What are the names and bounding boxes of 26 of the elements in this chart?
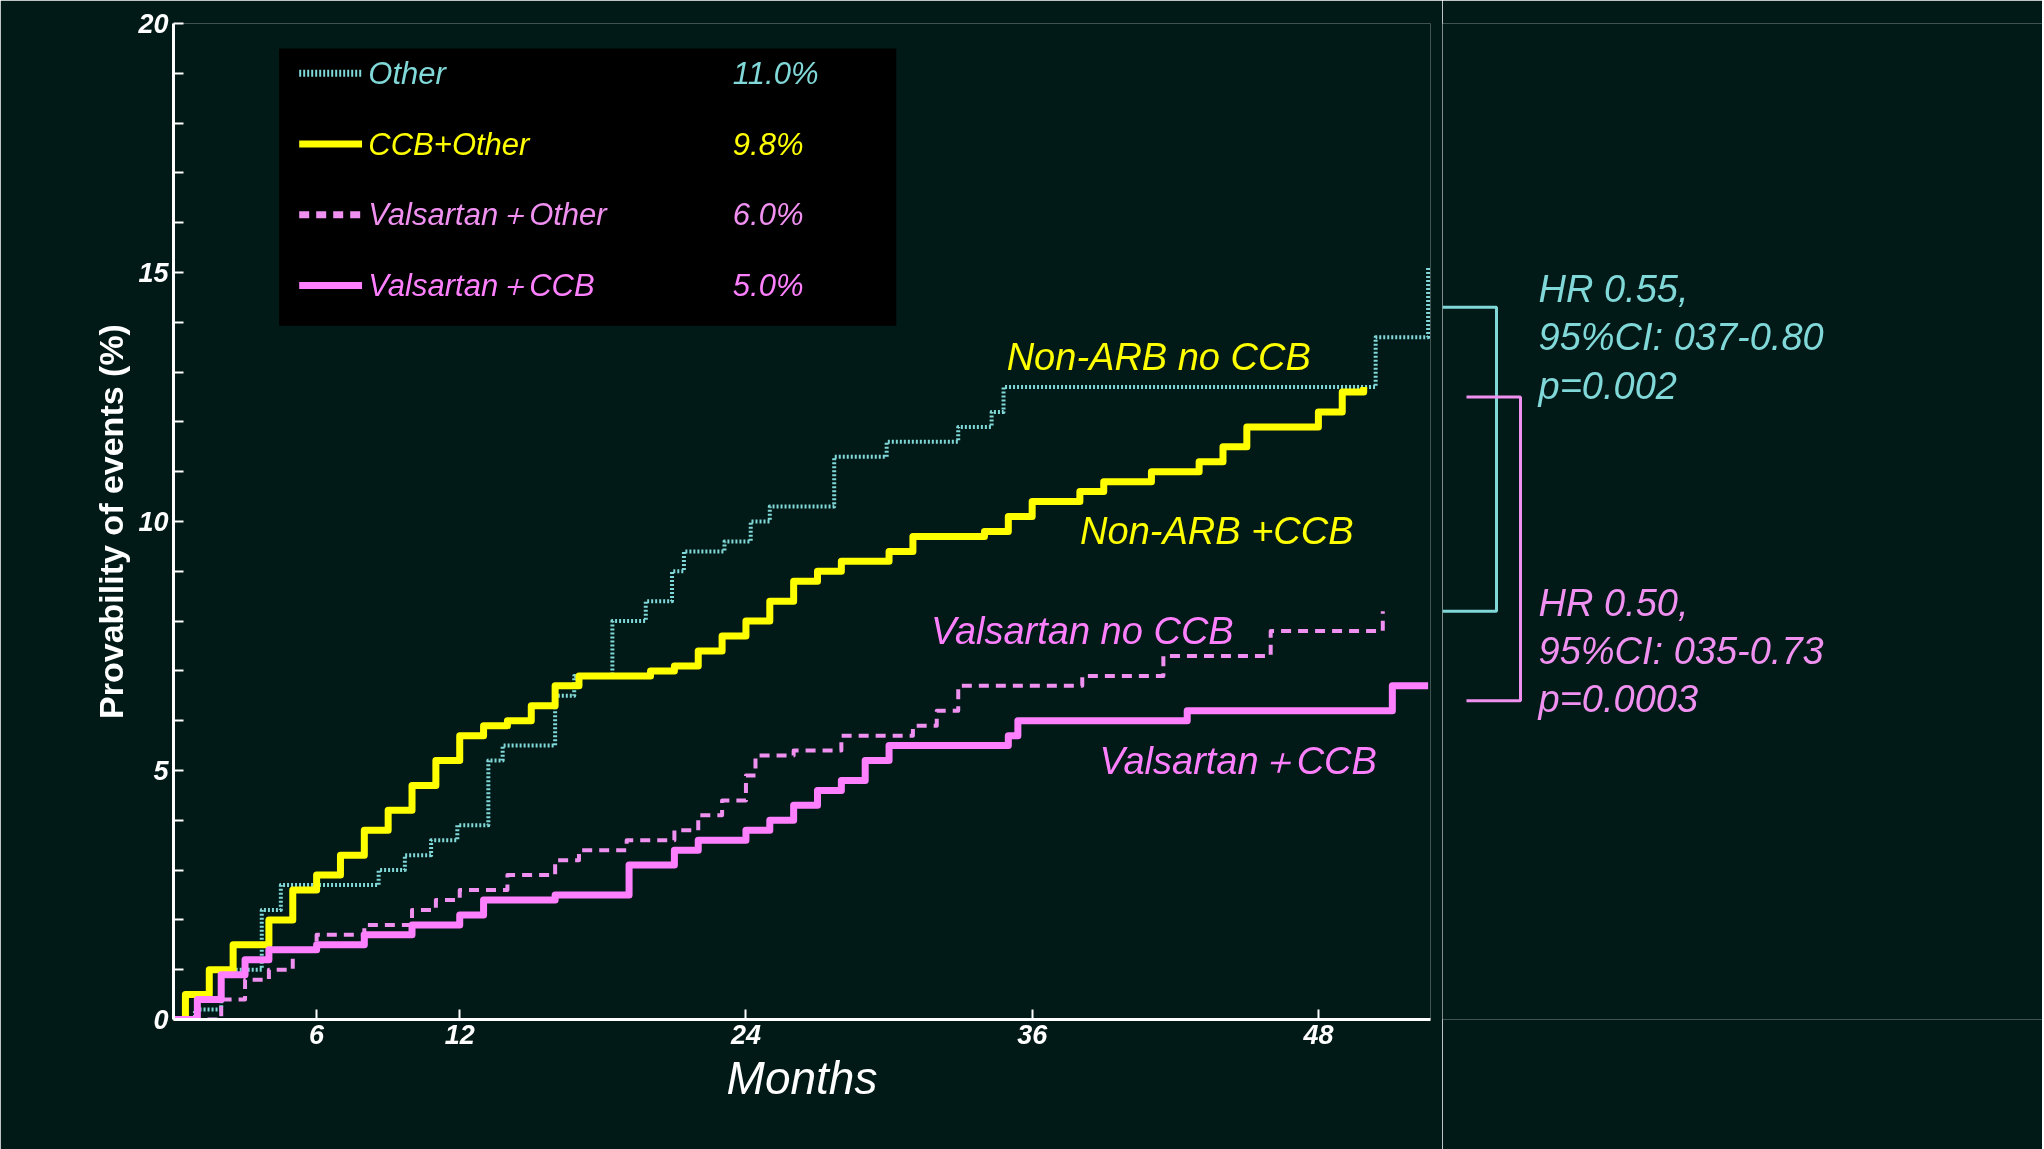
annotation: 5.0% [732,267,804,303]
annotation: Valsartan＋CCB [1099,739,1377,782]
y-tick-label: 10 [138,507,169,537]
x-axis-title: Months [726,1051,878,1104]
annotation: 11.0% [732,55,819,91]
x-tick-label: 36 [1017,1019,1049,1050]
annotation: Valsartan no CCB [930,610,1234,653]
x-tick-label: 48 [1302,1019,1334,1050]
x-tick-label: 6 [309,1019,326,1050]
x-tick-label: 24 [729,1019,761,1050]
annotation: Non-ARB +CCB [1080,510,1354,553]
annotation: Non-ARB no CCB [1006,336,1311,379]
text: HR 0.50, 95%CI: 035-0.73 p=0.0003 [1537,581,1824,721]
y-tick-label: 5 [153,756,170,786]
legend-label: Valsartan＋CCB [368,267,595,303]
legend-label: CCB+Other [368,126,532,162]
y-tick-label: 20 [137,9,169,39]
y-tick-label: 15 [138,258,170,288]
annotation: 9.8% [732,126,804,162]
annotation: 6.0% [732,197,804,233]
legend-label: Valsartan＋Other [368,197,609,233]
y-axis-title: Provability of events (%) [92,324,131,719]
x-tick-label: 12 [444,1019,475,1050]
legend-label: Other [368,55,448,91]
text: HR 0.55, 95%CI: 037-0.80 p=0.002 [1537,267,1824,407]
y-tick-label: 0 [153,1005,169,1035]
